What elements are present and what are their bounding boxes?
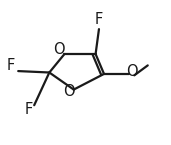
- Text: F: F: [24, 102, 32, 117]
- Text: O: O: [63, 84, 75, 99]
- Text: F: F: [6, 58, 15, 73]
- Text: O: O: [126, 64, 138, 79]
- Text: F: F: [95, 12, 103, 27]
- Text: O: O: [54, 42, 65, 57]
